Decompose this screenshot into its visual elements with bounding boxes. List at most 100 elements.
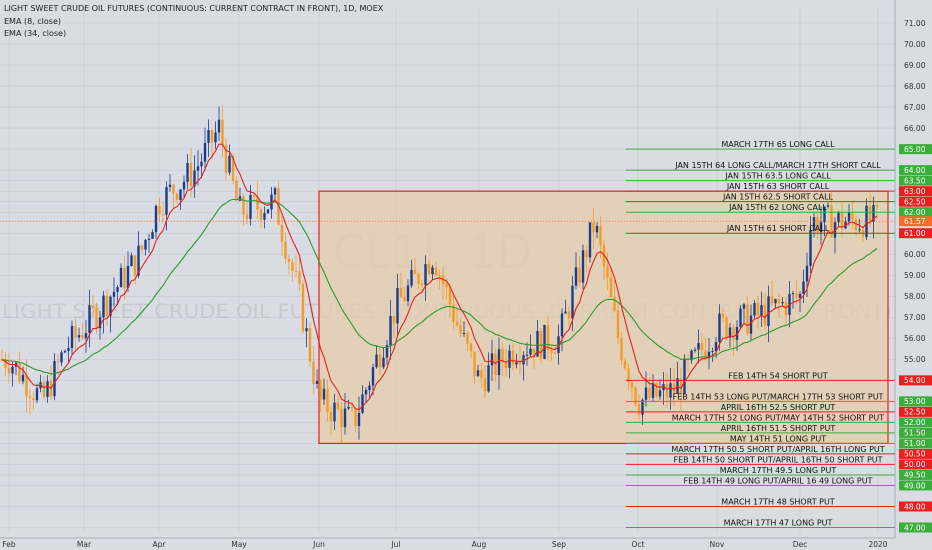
candle [434,261,438,277]
candle-body [102,295,105,318]
candle [620,332,623,365]
candle-body [560,313,564,337]
candle-body [147,238,151,240]
candle-body [753,303,756,316]
y-tick-label: 62.00 [904,208,926,217]
candle-body [518,362,522,365]
candle-body [417,273,420,284]
candle-body [322,388,326,400]
level-62.5: JAN 15TH 62.5 SHORT CALL [626,193,895,203]
price-badge [899,406,932,417]
candle [224,138,228,181]
level-label: JAN 15TH 61 SHORT CALL [726,224,830,233]
candle-body [403,297,406,302]
candle [382,347,385,369]
candle [476,364,480,377]
candle-body [427,264,431,275]
candle [851,200,854,229]
candle-body [448,287,452,305]
candle-body [613,296,616,311]
candle [669,368,672,410]
candle-body [487,365,490,392]
ema-fast-legend[interactable]: EMA (8, close) [4,17,61,26]
candle-body [837,212,840,223]
candle [375,346,378,369]
candle-body [98,317,102,329]
y-tick-label: 58.00 [904,292,926,301]
candle-body [872,204,875,223]
candle-body [700,343,704,351]
candle [67,336,70,362]
candle [203,127,207,171]
candle-body [725,317,728,338]
candle [350,401,354,413]
candle [364,387,368,403]
candle [298,257,301,291]
candle [105,289,109,326]
candle-body [501,349,504,363]
candle [630,380,634,400]
candle [644,371,648,407]
level-label: JAN 15TH 62 LONG CALL [728,203,827,212]
candle-body [91,305,95,309]
level-label: FEB 14TH 53 LONG PUT/MARCH 17TH 53 SHORT… [673,392,884,401]
level-53: FEB 14TH 53 LONG PUT/MARCH 17TH 53 SHORT… [626,392,895,402]
candle-body [161,214,165,216]
candle [259,206,263,228]
candle [725,315,728,341]
candle [4,352,7,377]
candle [427,258,431,276]
candle [746,297,749,336]
candle-body [305,328,308,332]
candle-body [728,327,732,338]
candle [336,396,340,411]
candle-body [546,325,550,351]
y-tick-label: 48.00 [904,502,926,511]
candle-body [242,196,245,215]
candle-body [28,396,32,399]
y-tick-label: 51.00 [904,439,926,448]
candle-body [606,266,609,278]
candle [546,315,550,361]
level-label: FEB 14TH 49 LONG PUT/APRIL 16 49 LONG PU… [684,476,873,485]
candle-body [746,304,749,334]
x-axis: Feb Mar Apr May Jun Jul Aug Sep Oct Nov Dec 2020 [2,540,887,549]
candle [151,229,154,239]
candle-body [826,205,830,207]
candle [147,233,151,254]
candle [511,343,515,371]
candle-body [84,333,88,339]
candle [609,267,613,298]
candle [294,254,298,278]
candle-body [609,277,613,297]
candle [417,271,420,290]
candle [872,196,875,239]
candle [14,361,18,376]
candle-body [676,378,679,394]
candle-body [126,266,130,288]
candle-body [770,296,774,304]
candle-body [777,298,781,304]
candle [242,193,245,226]
candle [683,354,686,395]
candle-body [413,269,417,274]
y-tick-label: 59.00 [904,271,926,280]
candle [756,296,760,329]
candle-body [158,205,161,215]
candle-body [406,285,410,302]
candle-body [865,205,868,238]
candle [588,222,592,263]
candle-body [172,184,175,194]
x-tick-label: 2020 [868,540,887,549]
candle [606,252,609,291]
candle [651,374,655,403]
ema-slow-legend[interactable]: EMA (34, close) [4,29,67,38]
candle [487,352,490,393]
candle-body [693,349,697,351]
level-label: FEB 14TH 54 SHORT PUT [728,371,828,380]
candle [735,320,739,351]
candle-body [175,193,179,200]
candle [221,104,224,157]
candle [613,279,616,313]
